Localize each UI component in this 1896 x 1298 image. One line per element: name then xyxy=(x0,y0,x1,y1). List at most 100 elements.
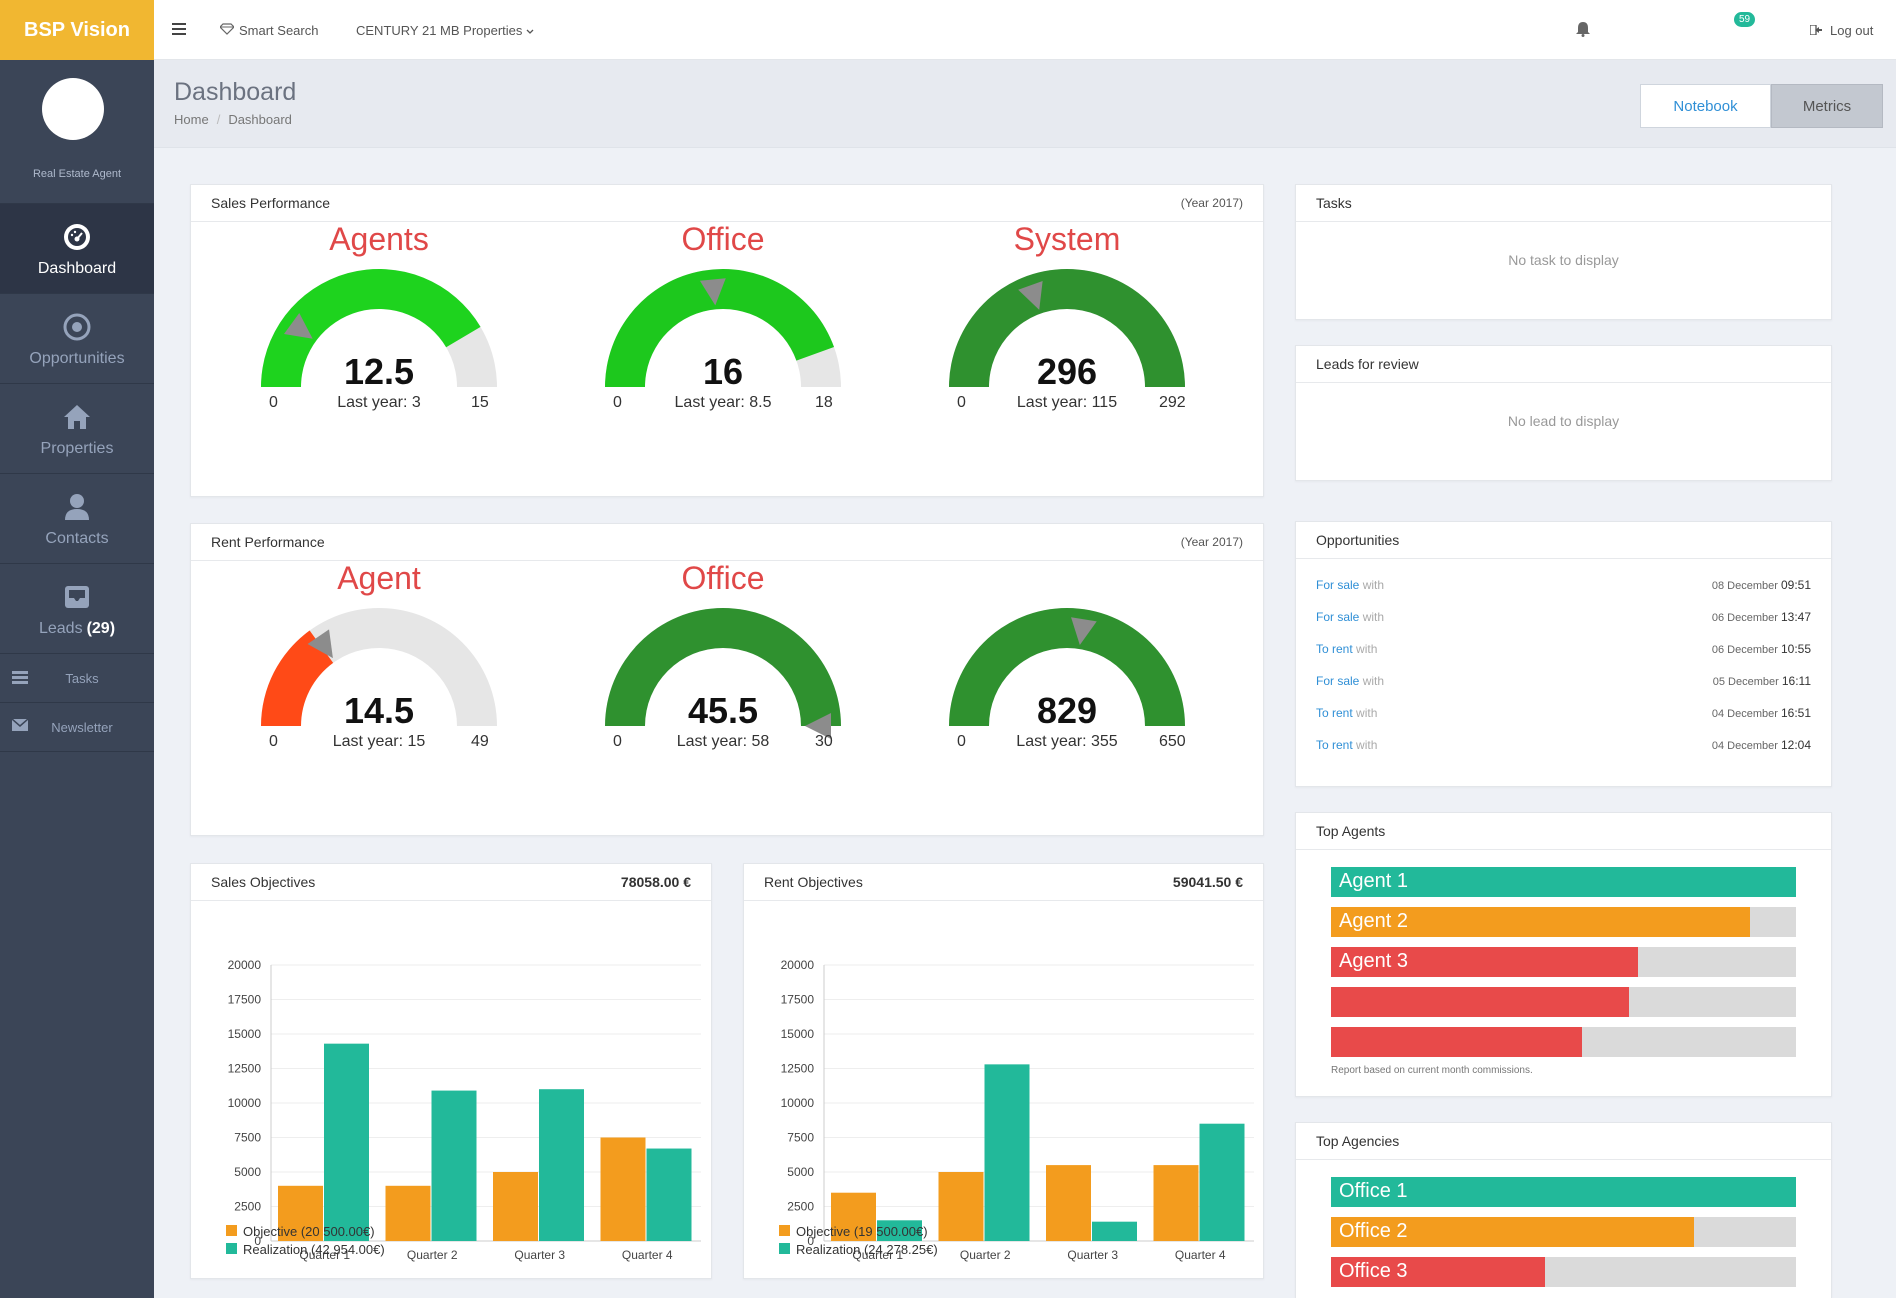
chart-bar xyxy=(493,1172,538,1241)
panel-title: Rent Objectives xyxy=(764,874,863,890)
gauge-value: 829 xyxy=(1036,690,1098,731)
sales-objectives-panel: Sales Objectives 78058.00 € 0 2500 5000 750… xyxy=(190,863,712,1279)
gauge-max: 49 xyxy=(471,733,489,750)
opportunity-row[interactable]: For sale with 08 December 09:51 xyxy=(1316,578,1811,604)
y-tick-label: 15000 xyxy=(781,1027,815,1041)
inbox-icon xyxy=(62,580,92,614)
avatar[interactable] xyxy=(42,78,104,140)
report-note: Report based on current month commission… xyxy=(1331,1065,1533,1076)
gauge-arc xyxy=(261,269,497,387)
panel-header: Rent Performance (Year 2017) xyxy=(191,524,1263,561)
ranking-bar: Agent 3 xyxy=(1331,947,1796,977)
gauge-title: Agent xyxy=(337,560,421,596)
tab-metrics[interactable]: Metrics xyxy=(1771,84,1883,128)
gauge: Agent 14.5 Last year: 15 0 49 xyxy=(249,560,509,790)
panel-header: Sales Performance (Year 2017) xyxy=(191,185,1263,222)
sidebar-item-label: Dashboard xyxy=(37,259,117,277)
gauge-fill xyxy=(261,630,334,726)
opportunity-type[interactable]: To rent with xyxy=(1316,738,1378,752)
chart-bar xyxy=(324,1043,369,1241)
opportunity-type[interactable]: For sale with xyxy=(1316,578,1385,592)
y-tick-label: 20000 xyxy=(228,958,262,972)
tasks-panel: Tasks No task to display xyxy=(1295,184,1832,320)
gauge-arc xyxy=(261,608,497,726)
gauge-min: 0 xyxy=(613,733,622,750)
gauge-fill xyxy=(261,269,481,387)
sidebar-item-dashboard[interactable]: Dashboard xyxy=(0,204,154,294)
ranking-bar: Office 1 xyxy=(1331,1177,1796,1207)
home-icon xyxy=(62,400,92,434)
logout-button[interactable]: Log out xyxy=(1809,0,1873,60)
gauge-last-year: Last year: 355 xyxy=(1016,733,1118,750)
user-icon xyxy=(62,490,92,524)
gauge: System 296 Last year: 115 0 292 xyxy=(937,221,1197,451)
chart-bar xyxy=(877,1220,922,1241)
opportunity-date: 04 December 12:04 xyxy=(1711,738,1811,752)
chart-legend: Objective (19 500.00€) Realization (24 2… xyxy=(779,1224,938,1257)
opportunity-row[interactable]: To rent with 04 December 16:51 xyxy=(1316,706,1811,732)
ranking-bar-fill: Agent 2 xyxy=(1331,907,1750,937)
opportunity-row[interactable]: To rent with 04 December 12:04 xyxy=(1316,738,1811,764)
ranking-bar-label: Office 3 xyxy=(1339,1260,1408,1282)
tab-notebook[interactable]: Notebook xyxy=(1640,84,1771,128)
ranking-bar-fill: Office 3 xyxy=(1331,1257,1545,1287)
gauge-marker xyxy=(1018,280,1043,310)
opportunity-type[interactable]: To rent with xyxy=(1316,642,1378,656)
breadcrumb-home[interactable]: Home xyxy=(174,112,209,127)
sidebar-item-label: Newsletter xyxy=(51,719,113,735)
sidebar-item-label: Leads (29) xyxy=(38,619,116,637)
opportunity-date: 06 December 13:47 xyxy=(1711,610,1811,624)
rent-objectives-panel: Rent Objectives 59041.50 € 0 2500 5000 7500… xyxy=(743,863,1264,1279)
sidebar-item-properties[interactable]: Properties xyxy=(0,384,154,474)
opportunity-row[interactable]: For sale with 05 December 16:11 xyxy=(1316,674,1811,700)
ranking-bar-fill: Office 2 xyxy=(1331,1217,1694,1247)
sidebar-item-leads[interactable]: Leads (29) xyxy=(0,564,154,654)
opportunity-date: 06 December 10:55 xyxy=(1711,642,1811,656)
legend-item-objective: Objective (20 500.00€) xyxy=(226,1224,385,1239)
gauge-fill xyxy=(949,608,1185,726)
agency-dropdown[interactable]: CENTURY 21 MB Properties xyxy=(356,0,534,60)
envelope-icon xyxy=(11,718,29,734)
ranking-bar-fill xyxy=(1331,987,1629,1017)
opportunity-type[interactable]: To rent with xyxy=(1316,706,1378,720)
notifications-button[interactable] xyxy=(1576,0,1590,60)
opportunity-row[interactable]: To rent with 06 December 10:55 xyxy=(1316,642,1811,668)
ranking-bar xyxy=(1331,987,1796,1017)
panel-year: (Year 2017) xyxy=(1180,535,1243,549)
hamburger-icon xyxy=(172,22,186,38)
gauge-title: Office xyxy=(681,560,765,596)
legend-swatch xyxy=(226,1225,237,1236)
ranking-bar-fill: Office 1 xyxy=(1331,1177,1796,1207)
sidebar-item-label: Properties xyxy=(40,439,114,457)
sidebar-item-contacts[interactable]: Contacts xyxy=(0,474,154,564)
y-tick-label: 5000 xyxy=(234,1165,261,1179)
y-tick-label: 0 xyxy=(254,1234,261,1248)
gauge-min: 0 xyxy=(613,394,622,411)
gauge-value: 12.5 xyxy=(343,351,415,392)
opportunity-type[interactable]: For sale with xyxy=(1316,674,1385,688)
chart-bar xyxy=(646,1148,692,1241)
chevron-down-icon xyxy=(526,23,534,38)
diamond-icon xyxy=(219,22,235,38)
sales-performance-panel: Sales Performance (Year 2017) Agents 12.5… xyxy=(190,184,1264,497)
gauge-value: 296 xyxy=(1036,351,1098,392)
gauge-max: 15 xyxy=(471,394,489,411)
panel-amount: 59041.50 € xyxy=(1172,874,1243,890)
opportunity-type[interactable]: For sale with xyxy=(1316,610,1385,624)
gauge-marker xyxy=(283,313,313,339)
legend-item-objective: Objective (19 500.00€) xyxy=(779,1224,938,1239)
agency-label: CENTURY 21 MB Properties xyxy=(356,22,523,38)
sidebar-item-opportunities[interactable]: Opportunities xyxy=(0,294,154,384)
sidebar-item-label: Contacts xyxy=(45,529,109,547)
menu-toggle-button[interactable] xyxy=(172,0,186,60)
opportunity-date: 05 December 16:11 xyxy=(1712,674,1811,688)
empty-message: No lead to display xyxy=(1507,413,1620,429)
opportunities-panel: Opportunities For sale with 08 December 0… xyxy=(1295,521,1832,787)
opportunity-row[interactable]: For sale with 06 December 13:47 xyxy=(1316,610,1811,636)
smart-search-button[interactable]: Smart Search xyxy=(219,0,318,60)
sidebar-item-newsletter[interactable]: Newsletter xyxy=(0,703,154,752)
leads-count: (29) xyxy=(86,619,116,637)
y-tick-label: 10000 xyxy=(781,1096,815,1110)
brand-logo[interactable]: BSP Vision xyxy=(0,0,154,60)
sidebar-item-tasks[interactable]: Tasks xyxy=(0,654,154,703)
